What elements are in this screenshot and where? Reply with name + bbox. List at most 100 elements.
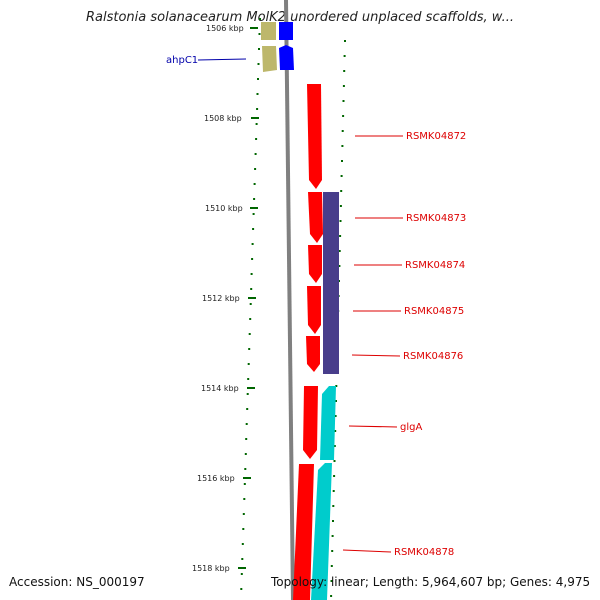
- gene-label-RSMK04876[interactable]: RSMK04876: [403, 351, 463, 362]
- track-dot: [250, 273, 253, 275]
- track-dot: [254, 153, 257, 155]
- track-dot: [243, 483, 246, 485]
- track-dot: [257, 78, 259, 80]
- track-dot: [242, 528, 245, 530]
- track-dot: [334, 430, 337, 432]
- backbone-line: [284, 0, 295, 600]
- gene-label-RSMK04875[interactable]: RSMK04875: [404, 306, 464, 317]
- track-dot: [244, 468, 247, 470]
- leader-line: [348, 425, 398, 428]
- leader-line: [351, 354, 401, 357]
- tick-label: 1512 kbp: [202, 294, 240, 303]
- track-dot: [332, 490, 335, 492]
- tick-label: 1510 kbp: [205, 204, 243, 213]
- track-dot: [244, 453, 247, 455]
- track-dot: [259, 18, 261, 20]
- track-dot: [339, 235, 342, 237]
- track-dot: [256, 108, 259, 110]
- track-dot: [331, 535, 334, 537]
- track-dot: [249, 303, 252, 305]
- track-dot: [252, 228, 255, 230]
- track-dot: [247, 378, 250, 380]
- gene-block-RSMK04872[interactable]: [307, 84, 322, 189]
- tick-label: 1518 kbp: [192, 564, 230, 573]
- track-dot: [335, 400, 337, 402]
- track-dot: [333, 445, 336, 447]
- track-dot: [245, 423, 248, 425]
- gene-block-tan[interactable]: [261, 22, 276, 40]
- tick-label: 1508 kbp: [204, 114, 242, 123]
- track-dot: [246, 393, 249, 395]
- track-dot: [342, 85, 345, 87]
- topology-summary: Topology: linear; Length: 5,964,607 bp; …: [271, 575, 591, 589]
- track-dot: [330, 580, 333, 582]
- track-dot: [330, 565, 333, 567]
- track-dot: [330, 595, 333, 597]
- gene-label-ahpC1[interactable]: ahpC1: [166, 55, 198, 66]
- track-dot: [339, 220, 342, 222]
- track-dot: [241, 558, 244, 560]
- track-dot: [258, 33, 261, 35]
- track-dot: [338, 250, 341, 252]
- gene-block-blue[interactable]: [279, 22, 293, 40]
- track-dot: [254, 168, 257, 170]
- track-dot: [246, 408, 249, 410]
- track-dot: [258, 48, 260, 50]
- track-dot: [253, 198, 256, 200]
- track-dot: [342, 100, 345, 102]
- track-dot: [333, 475, 336, 477]
- track-dot: [255, 123, 258, 125]
- track-dot: [256, 93, 259, 95]
- track-dot: [342, 115, 345, 117]
- track-dot: [333, 460, 336, 462]
- track-dot: [340, 175, 343, 177]
- track-dot: [339, 205, 342, 207]
- track-dot: [344, 40, 346, 42]
- track-dot: [331, 550, 334, 552]
- gene-block-glgA[interactable]: [303, 386, 318, 459]
- track-dot: [245, 438, 248, 440]
- map-title: Ralstonia solanacearum MolK2 unordered u…: [85, 10, 514, 25]
- track-dot: [243, 498, 246, 500]
- tick-label: 1506 kbp: [206, 24, 244, 33]
- gene-label-RSMK04878[interactable]: RSMK04878: [394, 547, 454, 558]
- track-dot: [240, 573, 243, 575]
- gene-block-RSMK04875[interactable]: [307, 286, 321, 334]
- gene-block-RSMK04873[interactable]: [308, 192, 323, 243]
- track-dot: [241, 543, 244, 545]
- gene-block-purple[interactable]: [323, 192, 339, 374]
- track-dot: [341, 145, 344, 147]
- gene-label-RSMK04873[interactable]: RSMK04873: [406, 213, 466, 224]
- track-dot: [332, 505, 335, 507]
- gene-label-RSMK04872[interactable]: RSMK04872: [406, 131, 466, 142]
- tick-label: 1516 kbp: [197, 474, 235, 483]
- leader-line: [197, 58, 247, 61]
- track-dot: [248, 333, 251, 335]
- track-dot: [248, 348, 251, 350]
- track-dot: [340, 190, 343, 192]
- track-dot: [341, 130, 344, 132]
- track-dot: [242, 513, 245, 515]
- track-dot: [334, 415, 337, 417]
- track-dot: [247, 363, 250, 365]
- tick-group: 1506 kbp 1508 kbp 1510 kbp 1512 kbp 1514…: [192, 24, 259, 573]
- gene-blocks: [261, 22, 339, 600]
- leader-line: [342, 549, 392, 553]
- gene-block-cyan[interactable]: [320, 386, 336, 460]
- track-dot: [249, 318, 252, 320]
- gene-block-ahpC1[interactable]: [279, 45, 294, 70]
- accession-text: Accession: NS_000197: [9, 575, 145, 589]
- track-dot: [253, 183, 256, 185]
- gene-block-RSMK04876[interactable]: [306, 336, 320, 372]
- gene-block-tan[interactable]: [262, 46, 277, 72]
- track-dot: [250, 288, 253, 290]
- gene-block-cyan[interactable]: [311, 463, 332, 600]
- gene-block-RSMK04874[interactable]: [308, 245, 322, 283]
- track-dot: [240, 588, 243, 590]
- gene-block-RSMK04878[interactable]: [293, 464, 314, 600]
- gene-label-glgA[interactable]: glgA: [400, 422, 422, 433]
- gene-label-RSMK04874[interactable]: RSMK04874: [405, 260, 465, 271]
- track-dot: [332, 520, 334, 522]
- track-dot: [251, 243, 254, 245]
